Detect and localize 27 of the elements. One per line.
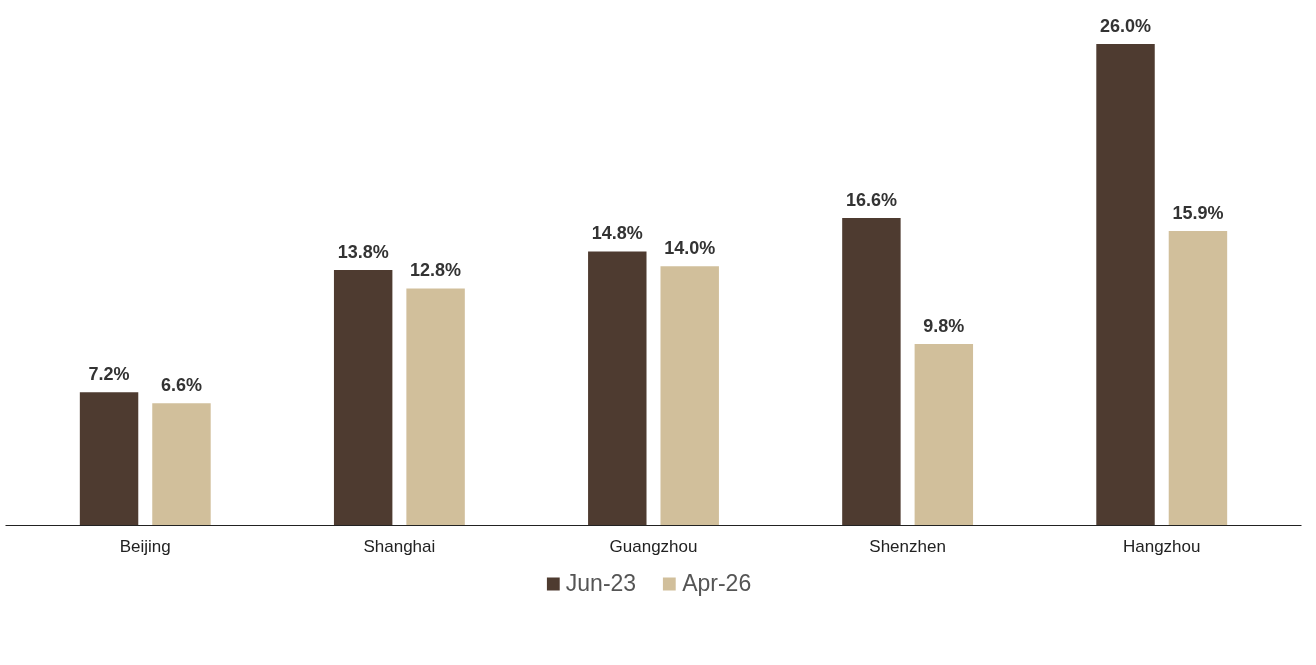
data-label: 15.9% <box>1172 203 1224 224</box>
legend-label: Jun-23 <box>565 569 637 597</box>
data-label: 26.0% <box>1100 16 1152 37</box>
data-label: 6.6% <box>160 375 202 396</box>
x-tick-label: Shenzhen <box>869 536 946 556</box>
data-label: 9.8% <box>923 316 965 337</box>
bar <box>333 269 393 526</box>
bar <box>588 251 647 526</box>
x-tick-label: Beijing <box>119 536 171 556</box>
bar <box>1168 231 1228 526</box>
data-label: 13.8% <box>337 241 389 262</box>
bar <box>79 392 139 526</box>
data-label: 7.2% <box>88 364 130 385</box>
x-tick-label: Hangzhou <box>1122 536 1201 556</box>
x-tick-label: Guangzhou <box>609 536 698 556</box>
bar <box>914 344 974 526</box>
x-tick-label: Shanghai <box>363 536 436 556</box>
bar <box>152 403 211 526</box>
bar <box>842 218 901 526</box>
bar <box>406 288 465 526</box>
data-label: 14.0% <box>664 238 716 259</box>
bar <box>660 266 719 526</box>
bar <box>1096 44 1155 526</box>
legend-label: Apr-26 <box>682 569 752 597</box>
data-label: 14.8% <box>591 223 643 244</box>
data-label: 16.6% <box>845 190 897 211</box>
data-label: 12.8% <box>410 260 462 281</box>
